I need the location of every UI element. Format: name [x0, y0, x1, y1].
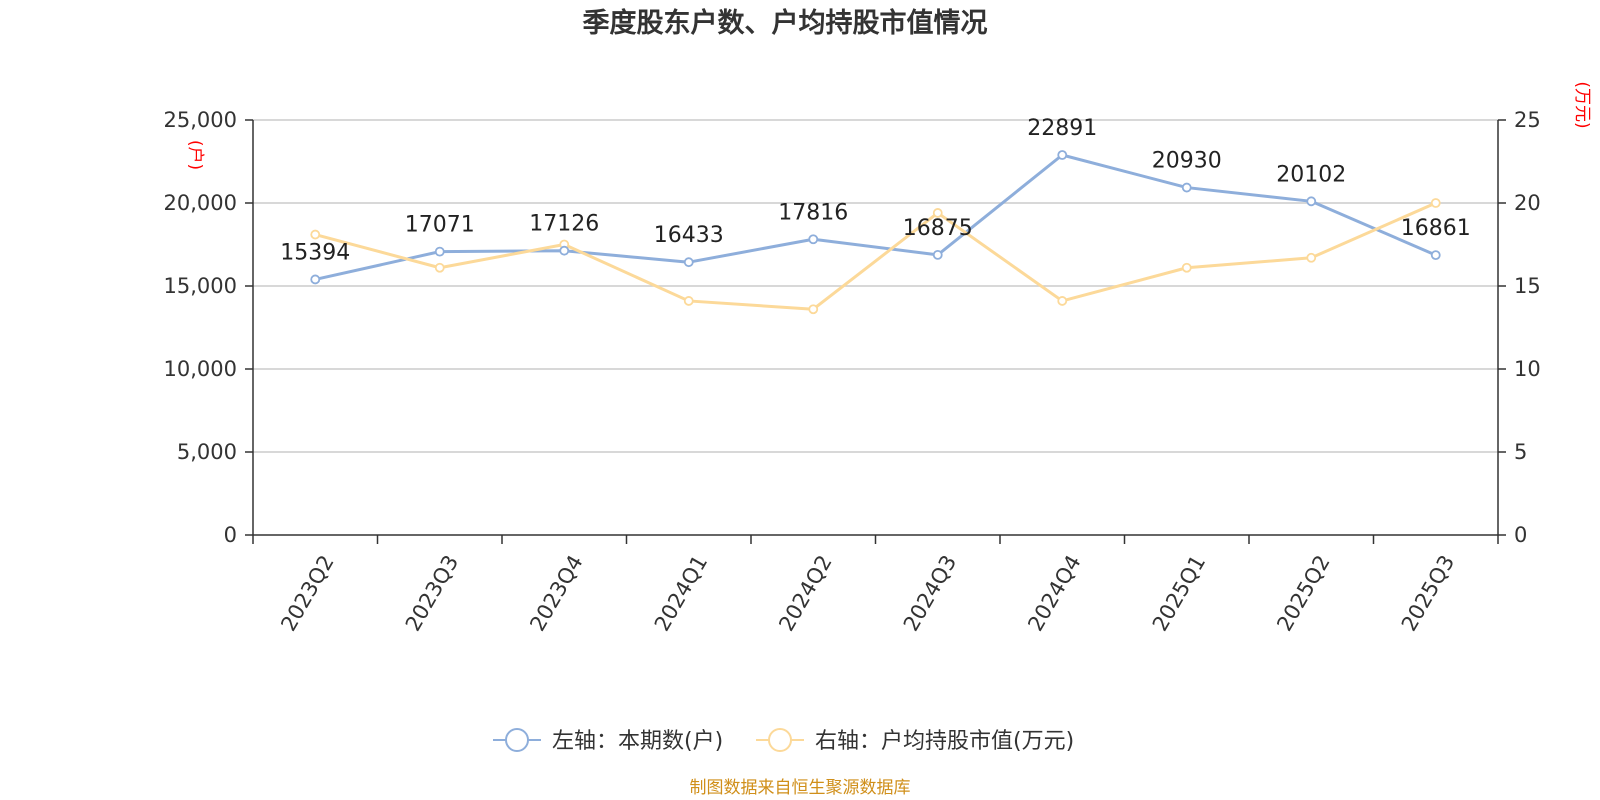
legend-marker-right-series	[768, 728, 792, 752]
data-point[interactable]	[808, 234, 819, 245]
left-axis-tick-label: 15,000	[164, 274, 237, 298]
series	[310, 150, 1441, 315]
data-point[interactable]	[434, 262, 445, 273]
right-axis-tick-label: 25	[1514, 108, 1541, 132]
data-source-note: 制图数据来自恒生聚源数据库	[690, 778, 911, 798]
data-point[interactable]	[932, 208, 943, 218]
data-label: 15394	[280, 240, 350, 265]
data-point[interactable]	[932, 249, 943, 260]
data-point[interactable]	[1306, 252, 1317, 263]
right-axis-tick-label: 0	[1514, 523, 1527, 547]
data-label: 20930	[1152, 149, 1222, 174]
data-label: 16861	[1401, 216, 1471, 241]
x-axis-tick-label: 2023Q4	[525, 551, 587, 635]
data-point[interactable]	[310, 274, 321, 285]
left-axis-unit: (户)	[185, 140, 205, 170]
gridlines	[253, 119, 1498, 453]
x-axis-tick-label: 2023Q3	[401, 551, 463, 635]
data-point[interactable]	[1181, 182, 1192, 193]
right-axis-tick-label: 10	[1514, 357, 1541, 381]
left-axis-tick-label: 10,000	[164, 357, 237, 381]
x-axis-tick-label: 2024Q4	[1023, 551, 1085, 635]
data-point[interactable]	[808, 304, 819, 315]
data-point[interactable]	[434, 246, 445, 257]
data-point[interactable]	[559, 245, 570, 256]
data-labels: 15394 17071 17126 16433 17816 16875 22891 20930…	[280, 116, 1471, 265]
left-axis-tick-label: 5,000	[177, 440, 237, 464]
x-axis-tick-label: 2025Q2	[1272, 551, 1334, 635]
right-axis-tick-label: 5	[1514, 440, 1527, 464]
left-axis-tick-label: 20,000	[164, 191, 237, 215]
legend-marker-left-series	[505, 728, 529, 752]
chart-title: 季度股东户数、户均持股市值情况	[583, 7, 988, 39]
left-axis-tick-label: 25,000	[164, 108, 237, 132]
data-point[interactable]	[1181, 262, 1192, 273]
right-axis-tick-label: 15	[1514, 274, 1541, 298]
series-line-shareholder-count	[314, 153, 1437, 281]
x-axis-tick-label: 2024Q2	[774, 551, 836, 635]
data-label: 17126	[529, 212, 599, 237]
data-point[interactable]	[683, 296, 694, 306]
x-axis-tick-label: 2025Q1	[1148, 551, 1210, 635]
series-line-avg-holding-value	[314, 201, 1437, 311]
data-point[interactable]	[1057, 296, 1068, 306]
legend-label-left-series[interactable]: 左轴：本期数(户)	[552, 729, 723, 754]
data-point[interactable]	[1430, 198, 1441, 208]
right-axis-unit: (万元)	[1572, 81, 1592, 128]
legend-label-right-series[interactable]: 右轴：户均持股市值(万元)	[815, 729, 1074, 754]
data-label: 22891	[1027, 116, 1097, 141]
data-label: 20102	[1276, 162, 1346, 187]
data-label: 16875	[903, 216, 973, 241]
data-label: 17071	[405, 213, 475, 238]
legend[interactable]: 左轴：本期数(户) 右轴：户均持股市值(万元)	[493, 728, 1074, 754]
right-axis-tick-label: 20	[1514, 191, 1541, 215]
data-point[interactable]	[1430, 250, 1441, 261]
data-point[interactable]	[1057, 150, 1068, 160]
data-point[interactable]	[310, 229, 321, 240]
data-label: 17816	[778, 200, 848, 225]
x-axis-tick-label: 2024Q3	[899, 551, 961, 635]
x-axis-tick-label: 2025Q3	[1397, 551, 1459, 635]
data-point[interactable]	[1306, 196, 1317, 207]
x-axis-tick-label: 2024Q1	[650, 551, 712, 635]
data-point[interactable]	[683, 257, 694, 268]
data-label: 16433	[654, 223, 724, 248]
left-axis-tick-label: 0	[224, 523, 237, 547]
x-axis-tick-label: 2023Q2	[276, 551, 338, 635]
